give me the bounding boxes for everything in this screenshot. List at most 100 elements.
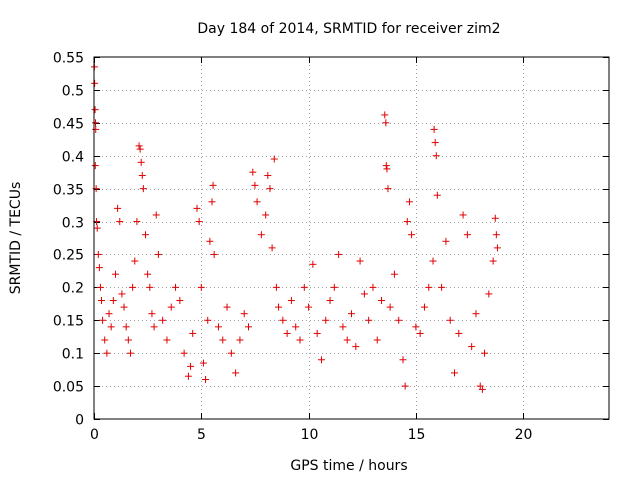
data-point — [365, 316, 373, 324]
x-tick-label: 20 — [515, 427, 533, 443]
data-point — [116, 218, 124, 226]
data-point — [142, 231, 149, 239]
data-point — [459, 211, 467, 219]
data-point — [430, 125, 438, 133]
data-point — [167, 303, 175, 311]
data-point — [481, 349, 489, 357]
data-point — [120, 303, 128, 311]
data-point — [335, 250, 343, 258]
data-point — [214, 323, 222, 331]
data-point — [94, 250, 102, 258]
data-point — [133, 218, 141, 226]
data-point — [107, 323, 115, 331]
data-point — [206, 237, 214, 245]
data-point — [478, 385, 486, 393]
data-point — [356, 257, 364, 265]
data-point — [296, 336, 304, 344]
data-point — [292, 323, 300, 331]
y-tick-label: 0.55 — [53, 51, 84, 67]
data-point — [270, 155, 278, 163]
data-point — [264, 171, 272, 179]
data-point — [451, 369, 458, 377]
data-point — [138, 171, 146, 179]
data-point — [266, 185, 274, 193]
data-point — [279, 316, 287, 324]
data-point — [148, 310, 156, 318]
data-point — [118, 290, 126, 298]
data-point — [204, 316, 212, 324]
data-point — [180, 349, 188, 357]
data-point — [492, 231, 500, 239]
data-point — [390, 270, 398, 278]
data-point — [431, 139, 439, 147]
data-point — [442, 237, 450, 245]
data-point — [317, 356, 325, 364]
y-tick-label: 0.2 — [62, 281, 84, 297]
x-tick-label: 0 — [90, 427, 99, 443]
data-point — [232, 369, 240, 377]
data-point — [91, 79, 99, 87]
data-point — [187, 362, 195, 370]
chart-title: Day 184 of 2014, SRMTID for receiver zim… — [197, 21, 500, 37]
y-tick-label: 0.25 — [53, 248, 84, 264]
data-point — [326, 297, 334, 305]
data-point — [287, 297, 295, 305]
data-point — [405, 198, 413, 206]
y-tick-label: 0.15 — [53, 314, 84, 330]
x-axis-title: GPS time / hours — [290, 458, 407, 474]
data-point — [412, 323, 420, 331]
data-point — [395, 316, 403, 324]
data-point — [378, 297, 386, 305]
data-point — [305, 303, 313, 311]
data-point — [253, 198, 261, 206]
data-point — [195, 218, 203, 226]
data-point — [139, 185, 147, 193]
data-points — [90, 63, 501, 393]
data-point — [275, 303, 283, 311]
data-point — [99, 316, 107, 324]
data-point — [383, 165, 391, 173]
y-tick-label: 0.45 — [53, 117, 84, 133]
data-point — [111, 270, 119, 278]
data-point — [152, 211, 160, 219]
data-point — [137, 158, 145, 166]
data-point — [429, 257, 437, 265]
data-point — [236, 336, 244, 344]
data-point — [91, 162, 99, 170]
y-tick-labels: 0 0.05 0.1 0.15 0.2 0.25 0.3 0.35 0.4 0.45 0.5 0.55 — [53, 51, 84, 429]
data-point — [472, 310, 480, 318]
data-point — [227, 349, 235, 357]
data-point — [468, 343, 476, 351]
data-point — [92, 119, 100, 127]
y-tick-label: 0.3 — [62, 216, 84, 232]
data-point — [401, 382, 409, 390]
data-point — [272, 283, 280, 291]
data-point — [144, 270, 152, 278]
plot-area-frame — [93, 56, 610, 420]
data-point — [408, 231, 416, 239]
data-point — [245, 323, 252, 331]
x-tick-label: 5 — [197, 427, 206, 443]
data-point — [300, 283, 308, 291]
x-tick-label: 15 — [408, 427, 426, 443]
data-point — [101, 336, 109, 344]
data-point — [491, 214, 499, 222]
data-point — [193, 204, 201, 212]
y-tick-label: 0.4 — [62, 150, 84, 166]
data-point — [199, 359, 207, 367]
data-point — [136, 145, 144, 153]
data-point — [352, 343, 360, 351]
data-point — [93, 224, 101, 232]
data-point — [208, 198, 216, 206]
data-point — [438, 283, 446, 291]
data-point — [240, 310, 248, 318]
data-point — [122, 323, 130, 331]
data-point — [210, 250, 218, 258]
data-point — [202, 376, 210, 384]
y-tick-label: 0.05 — [53, 380, 84, 396]
y-tick-label: 0 — [75, 413, 84, 429]
y-tick-label: 0.5 — [62, 84, 84, 100]
data-point — [313, 329, 321, 337]
data-point — [489, 257, 497, 265]
